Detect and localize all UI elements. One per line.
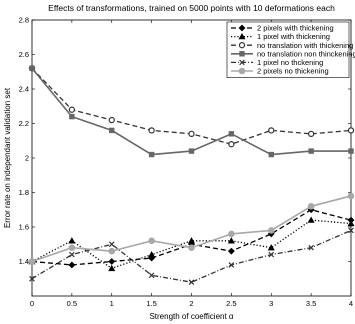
series-group	[28, 65, 355, 286]
data-point	[347, 219, 355, 227]
series-1	[28, 216, 355, 272]
data-point	[68, 106, 76, 113]
data-point	[308, 148, 314, 154]
x-tick-label: 0.5	[67, 299, 77, 308]
data-point	[227, 237, 235, 244]
x-tick-label: 4	[349, 299, 353, 308]
legend-label: 1 pixel no thckening	[257, 58, 323, 67]
data-point	[148, 237, 155, 245]
y-tick-label: 2.2	[19, 119, 29, 128]
data-point	[347, 127, 355, 134]
x-axis-ticks: 0 0.5 1 1.5 2 2.5 3 3.5 4	[30, 20, 353, 308]
data-point	[28, 258, 36, 265]
legend-item: no translation non thinckening	[231, 49, 355, 58]
data-point	[268, 151, 274, 158]
data-point	[267, 244, 275, 251]
data-point	[108, 116, 115, 124]
series-line	[31, 219, 352, 270]
data-point	[148, 127, 155, 134]
data-point	[108, 241, 115, 248]
y-tick-label: 2.6	[19, 50, 29, 59]
series-5	[28, 192, 355, 265]
data-point	[308, 244, 314, 251]
x-tick-label: 3	[269, 299, 273, 308]
y-tick-label: 2.4	[19, 85, 29, 94]
data-point	[227, 247, 235, 255]
data-point	[69, 113, 75, 120]
legend-item: 2 pixels with thickening	[231, 24, 334, 33]
series-2	[28, 65, 355, 148]
legend-label: 2 pixels no thickening	[257, 67, 329, 76]
data-point	[68, 237, 76, 244]
series-line	[31, 229, 352, 283]
data-point	[307, 130, 315, 138]
legend-marker	[238, 32, 246, 40]
data-point	[267, 227, 275, 234]
legend-label: no translation non thinckening	[257, 49, 355, 58]
legend-item: 1 pixel with thickening	[231, 32, 330, 41]
data-point	[268, 127, 275, 134]
data-point	[188, 130, 195, 138]
data-point	[188, 279, 195, 286]
data-point	[347, 192, 355, 200]
data-point	[268, 251, 275, 258]
data-point	[29, 65, 35, 72]
data-point	[228, 262, 235, 268]
data-point	[148, 250, 156, 258]
chart-title: Effects of transformations, trained on 5…	[48, 3, 335, 13]
x-tick-label: 2.5	[226, 299, 236, 308]
legend-marker	[238, 67, 246, 75]
data-point	[348, 148, 354, 154]
data-point	[68, 261, 76, 269]
data-point	[29, 275, 35, 282]
legend-box	[226, 21, 350, 78]
legend-item: no translation with thickening	[231, 41, 353, 50]
legend-label: 1 pixel with thickening	[257, 32, 330, 41]
data-point	[108, 247, 116, 255]
legend-label: no translation with thickening	[257, 41, 353, 50]
legend-label: 2 pixels with thickening	[257, 24, 334, 33]
legend-marker	[238, 42, 246, 49]
series-3	[29, 65, 354, 158]
x-tick-label: 1	[110, 299, 114, 308]
data-point	[108, 264, 116, 272]
legend-marker	[239, 59, 245, 66]
data-point	[307, 216, 315, 223]
y-tick-label: 2	[25, 154, 29, 163]
data-point	[187, 237, 196, 244]
legend-item: 2 pixels no thickening	[231, 67, 329, 76]
y-tick-label: 1.6	[19, 223, 29, 232]
x-tick-label: 2	[189, 299, 193, 308]
data-point	[228, 141, 235, 148]
x-tick-label: 3.5	[306, 299, 316, 308]
data-point	[307, 203, 315, 210]
data-point	[228, 131, 235, 137]
data-point	[188, 148, 195, 154]
data-point	[228, 230, 235, 238]
x-axis-label: Strength of coefficient α	[149, 312, 233, 321]
legend-marker	[239, 51, 245, 57]
series-line	[31, 195, 352, 263]
x-tick-label: 0	[30, 299, 34, 308]
series-4	[29, 227, 354, 286]
data-point	[188, 244, 195, 251]
data-point	[148, 151, 155, 158]
x-tick-label: 1.5	[146, 299, 156, 308]
y-tick-label: 2.8	[19, 16, 29, 25]
y-tick-label: 1.4	[19, 257, 29, 266]
data-point	[108, 258, 116, 265]
data-point	[348, 227, 354, 234]
legend-marker	[238, 24, 246, 32]
data-point	[69, 251, 75, 258]
data-point	[148, 272, 155, 279]
data-point	[68, 244, 76, 251]
y-axis-label: Error rate on independant validation set	[3, 87, 12, 228]
y-tick-label: 1.8	[19, 188, 29, 197]
data-point	[109, 127, 115, 134]
legend-item: 1 pixel no thckening	[231, 58, 323, 67]
